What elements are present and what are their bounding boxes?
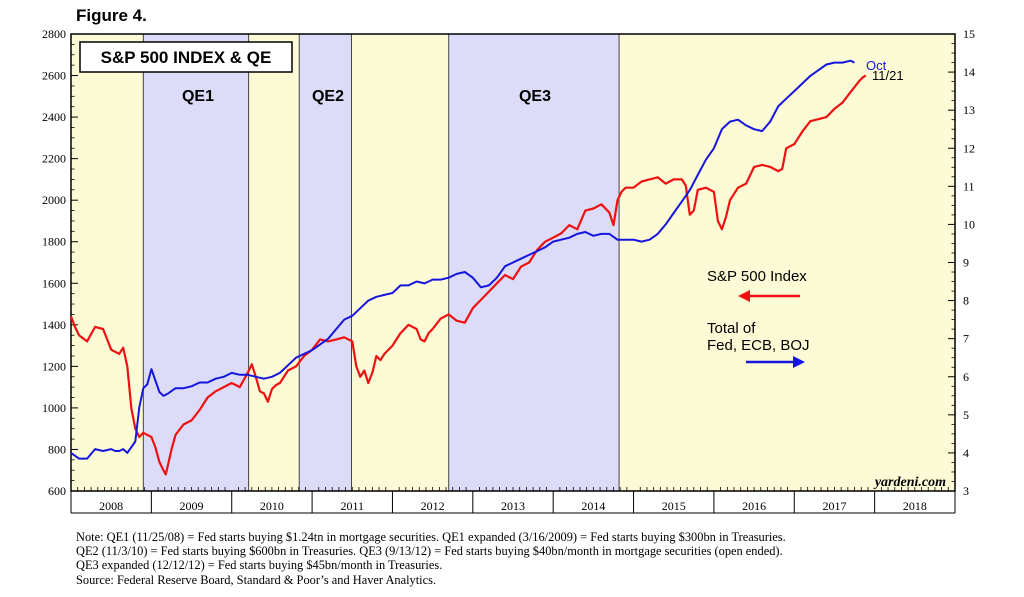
x-tick-label: 2014 xyxy=(581,499,605,513)
legend-balance-arrow xyxy=(746,356,805,368)
right-tick-label: 9 xyxy=(963,256,969,270)
right-tick-label: 3 xyxy=(963,484,969,498)
left-tick-label: 2800 xyxy=(42,27,66,41)
qe3-label: QE3 xyxy=(519,88,551,105)
series-layer xyxy=(69,59,867,476)
qe-band-qe2 xyxy=(299,34,352,491)
legend-balance-label-line2: Fed, ECB, BOJ xyxy=(707,337,810,354)
qe1-label: QE1 xyxy=(182,88,214,105)
note-line: Source: Federal Reserve Board, Standard … xyxy=(76,572,437,587)
sp-end-label: 11/21 xyxy=(872,68,904,83)
right-tick-label: 15 xyxy=(963,27,975,41)
right-tick-label: 8 xyxy=(963,294,969,308)
right-tick-label: 7 xyxy=(963,332,969,346)
left-tick-label: 600 xyxy=(48,484,66,498)
x-tick-label: 2013 xyxy=(501,499,525,513)
left-tick-label: 2200 xyxy=(42,152,66,166)
figure-label: Figure 4. xyxy=(76,6,147,25)
qe2-label: QE2 xyxy=(312,88,344,105)
source-watermark: yardeni.com xyxy=(873,475,946,490)
left-tick-label: 800 xyxy=(48,442,66,456)
legend-sp-label: S&P 500 Index xyxy=(707,268,807,285)
right-tick-label: 6 xyxy=(963,370,969,384)
left-tick-label: 2600 xyxy=(42,69,66,83)
x-tick-label: 2012 xyxy=(421,499,445,513)
right-tick-label: 4 xyxy=(963,446,969,460)
right-tick-label: 14 xyxy=(963,65,975,79)
chart-title: S&P 500 INDEX & QE xyxy=(101,48,272,67)
x-tick-label: 2009 xyxy=(180,499,204,513)
left-tick-label: 1800 xyxy=(42,235,66,249)
balance-end-label: Oct xyxy=(866,58,887,73)
right-tick-label: 13 xyxy=(963,103,975,117)
note-line: QE2 (11/3/10) = Fed starts buying $600bn… xyxy=(76,544,783,559)
left-tick-label: 2000 xyxy=(42,193,66,207)
x-tick-label: 2018 xyxy=(903,499,927,513)
left-tick-label: 1600 xyxy=(42,276,66,290)
x-tick-label: 2015 xyxy=(662,499,686,513)
x-tick-label: 2008 xyxy=(99,499,123,513)
x-tick-label: 2017 xyxy=(822,499,846,513)
right-tick-label: 12 xyxy=(963,141,975,155)
note-line: Note: QE1 (11/25/08) = Fed starts buying… xyxy=(76,530,786,544)
x-tick-label: 2011 xyxy=(340,499,364,513)
axes-layer: 600 800 1000 1200 1400 1600 1800 2000 2200 2400 26… xyxy=(42,27,975,514)
sp500-series-line xyxy=(69,74,867,476)
right-tick-label: 5 xyxy=(963,408,969,422)
left-tick-label: 1400 xyxy=(42,318,66,332)
x-tick-label: 2010 xyxy=(260,499,284,513)
label-layer: S&P 500 INDEX & QE QE1 QE2 QE3 Oct 11/21… xyxy=(79,41,946,490)
legend-sp-arrow xyxy=(738,290,800,302)
left-tick-label: 1000 xyxy=(42,401,66,415)
legend-balance-label-line1: Total of xyxy=(707,320,756,337)
notes-block: Note: QE1 (11/25/08) = Fed starts buying… xyxy=(76,530,786,587)
title-box xyxy=(79,41,293,73)
left-tick-label: 2400 xyxy=(42,110,66,124)
qe-band-qe3 xyxy=(448,34,620,491)
note-line: QE3 expanded (12/12/12) = Fed starts buy… xyxy=(76,558,443,573)
right-tick-label: 10 xyxy=(963,217,975,231)
right-tick-label: 11 xyxy=(963,179,975,193)
balance-sheet-series-line xyxy=(70,59,855,460)
left-tick-label: 1200 xyxy=(42,359,66,373)
x-tick-label: 2016 xyxy=(742,499,766,513)
chart-svg: 600 800 1000 1200 1400 1600 1800 2000 2200 2400 26… xyxy=(42,27,975,514)
